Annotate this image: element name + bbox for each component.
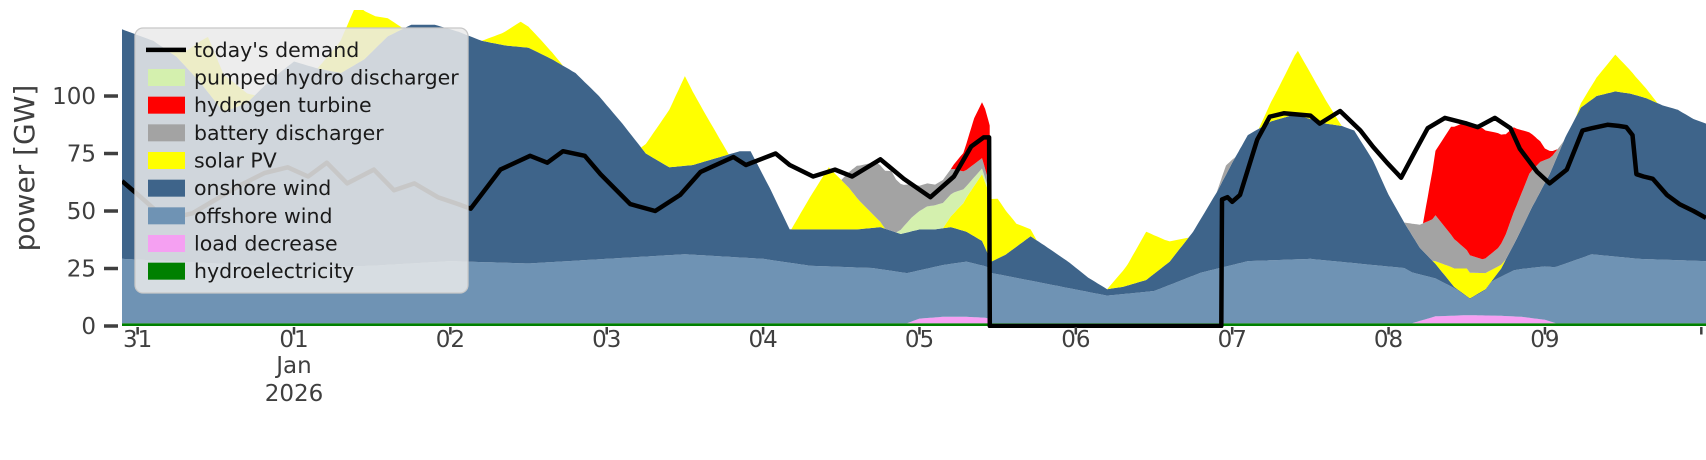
legend-label: hydroelectricity xyxy=(194,259,354,283)
y-tick-label: 25 xyxy=(67,257,96,283)
x-axis-year-label: 2026 xyxy=(265,381,324,407)
legend-label: load decrease xyxy=(194,232,338,256)
legend-swatch-patch xyxy=(148,235,185,252)
x-tick-label: 31 xyxy=(123,327,152,353)
y-tick-label: 0 xyxy=(81,314,96,340)
y-axis: 0 25 50 75 100 xyxy=(52,84,118,340)
legend-item-hydrogen-turbine: hydrogen turbine xyxy=(148,93,372,117)
load-decrease-area xyxy=(122,315,1706,324)
x-tick-label: 09 xyxy=(1530,327,1559,353)
legend-swatch-patch xyxy=(148,207,185,225)
legend-item-hydroelectricity: hydroelectricity xyxy=(148,259,354,283)
legend-label: today's demand xyxy=(194,38,359,62)
legend-item-onshore-wind: onshore wind xyxy=(148,176,331,200)
x-axis: 31 01 02 03 04 05 06 07 08 09 xyxy=(123,327,1703,353)
solar-pv-area xyxy=(122,10,1706,299)
x-tick-label: 03 xyxy=(592,327,621,353)
legend-swatch-patch xyxy=(148,152,185,169)
legend-label: hydrogen turbine xyxy=(194,93,372,117)
x-tick-label: 05 xyxy=(905,327,934,353)
legend-swatch-patch xyxy=(148,96,185,114)
stacked-areas xyxy=(122,10,1706,326)
legend-item-solar-pv: solar PV xyxy=(148,149,277,173)
legend-swatch-patch xyxy=(148,262,185,280)
x-tick-label: 02 xyxy=(436,327,465,353)
y-axis-label: power [GW] xyxy=(8,85,41,252)
legend-label: offshore wind xyxy=(194,204,332,228)
x-tick-label: 01 xyxy=(279,327,308,353)
legend: today's demand pumped hydro discharger hyd… xyxy=(134,27,469,294)
legend-label: battery discharger xyxy=(194,121,384,145)
legend-item-pumped-hydro-discharger: pumped hydro discharger xyxy=(148,66,459,90)
legend-label: solar PV xyxy=(194,149,277,173)
hydroelectricity-area xyxy=(122,323,1706,326)
legend-item-offshore-wind: offshore wind xyxy=(148,204,332,228)
legend-item-load-decrease: load decrease xyxy=(148,232,338,256)
y-tick-label: 50 xyxy=(67,199,96,225)
x-tick-label: 07 xyxy=(1218,327,1247,353)
legend-box xyxy=(134,27,469,294)
y-tick-label: 75 xyxy=(67,142,96,168)
legend-swatch-patch xyxy=(148,69,185,86)
x-tick-label: 06 xyxy=(1061,327,1090,353)
offshore-wind-area xyxy=(122,254,1706,324)
legend-item-demand: today's demand xyxy=(146,38,359,62)
legend-label: onshore wind xyxy=(194,176,331,200)
x-tick-label: 08 xyxy=(1374,327,1403,353)
y-tick-label: 100 xyxy=(52,84,96,110)
legend-swatch-patch xyxy=(148,124,185,142)
legend-swatch-patch xyxy=(148,179,185,197)
legend-item-battery-discharger: battery discharger xyxy=(148,121,384,145)
x-axis-month-label: Jan xyxy=(274,353,311,379)
onshore-wind-area xyxy=(122,24,1706,300)
x-tick-label: 04 xyxy=(748,327,777,353)
legend-label: pumped hydro discharger xyxy=(194,66,459,90)
